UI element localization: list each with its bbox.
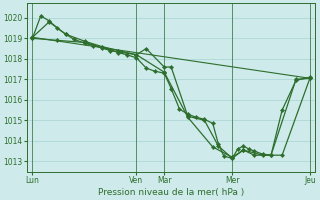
X-axis label: Pression niveau de la mer( hPa ): Pression niveau de la mer( hPa ) [98, 188, 244, 197]
